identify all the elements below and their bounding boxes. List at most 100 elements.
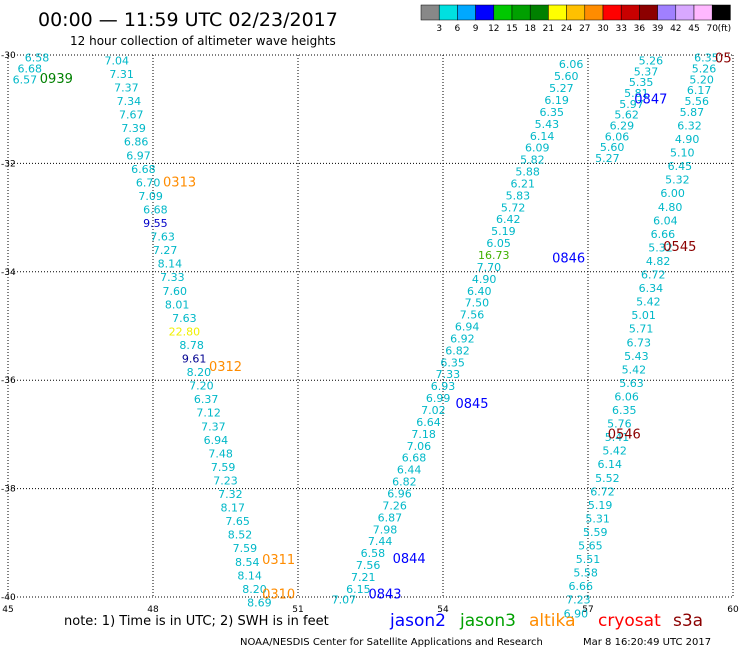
data-point: 6.34: [639, 282, 664, 295]
data-point: 6.09: [525, 142, 550, 155]
data-point: 6.42: [496, 213, 521, 226]
data-point: 6.29: [610, 119, 635, 132]
colorbar-swatch: [693, 4, 713, 21]
data-point: 8.17: [221, 502, 246, 515]
y-tick-label: -38: [1, 485, 16, 495]
data-point: 5.20: [689, 73, 714, 86]
colorbar-tick-label: 33: [615, 24, 626, 34]
data-point: 8.20: [242, 583, 267, 596]
data-point: 6.96: [387, 487, 412, 500]
data-point: 6.58: [25, 52, 50, 65]
colorbar-swatch: [511, 4, 531, 21]
data-point: 4.90: [472, 273, 497, 286]
legend-altika: altika: [529, 611, 576, 631]
colorbar-tick-label: 18: [524, 24, 536, 34]
colorbar-tick-label: 24: [561, 24, 573, 34]
data-point: 5.81: [624, 87, 649, 100]
data-point: 5.26: [692, 63, 717, 76]
data-point: 6.15: [346, 583, 371, 596]
footer-note: note: 1) Time is in UTC; 2) SWH is in fe…: [64, 614, 329, 629]
data-point: 7.09: [138, 190, 163, 203]
data-point: 6.14: [530, 130, 555, 143]
colorbar-tick-label: 45: [688, 24, 699, 34]
data-point: 5.42: [636, 296, 661, 309]
time-label: 0843: [368, 588, 401, 603]
data-point: 8.14: [237, 569, 262, 582]
data-point: 5.26: [639, 54, 664, 67]
colorbar-swatch: [711, 4, 731, 21]
data-point: 16.73: [478, 249, 510, 262]
data-point: 8.54: [235, 556, 260, 569]
data-point: 7.48: [208, 447, 233, 460]
colorbar-swatch: [475, 4, 495, 21]
data-point: 5.31: [585, 512, 610, 525]
data-point: 7.18: [411, 428, 436, 441]
data-point: 6.45: [668, 160, 693, 173]
data-point: 6.21: [511, 177, 536, 190]
data-point: 6.37: [194, 393, 219, 406]
data-point: 5.62: [614, 109, 639, 122]
series-track-1: 6.586.686.57: [13, 52, 50, 87]
colorbar-tick-label: 21: [543, 24, 554, 34]
data-point: 6.32: [677, 119, 702, 132]
data-point: 7.70: [477, 261, 502, 274]
data-point: 5.60: [600, 141, 625, 154]
data-point: 7.65: [225, 515, 250, 528]
data-point: 5.01: [631, 309, 656, 322]
y-tick-label: -32: [1, 159, 16, 169]
x-tick-label: 48: [147, 605, 159, 615]
legend-cryosat: cryosat: [598, 611, 661, 631]
data-point: 5.27: [549, 82, 574, 95]
time-label: 0546: [608, 427, 641, 442]
data-point: 7.60: [163, 285, 188, 298]
data-point: 7.33: [160, 271, 185, 284]
data-point: 7.04: [105, 54, 130, 67]
time-label: 0844: [393, 552, 426, 567]
data-point: 7.63: [172, 312, 197, 325]
legend-jason3: jason3: [459, 611, 516, 631]
time-label: 0311: [262, 553, 295, 568]
data-point: 9.55: [143, 217, 168, 230]
series-track-3: 7.076.157.217.566.587.447.986.877.266.96…: [332, 58, 584, 606]
data-point: 5.87: [680, 106, 705, 119]
colorbar-swatch: [657, 4, 677, 21]
data-point: 6.73: [627, 336, 652, 349]
x-tick-label: 45: [2, 605, 13, 615]
data-point: 7.59: [211, 461, 236, 474]
data-point: 6.68: [402, 452, 427, 465]
data-point: 7.33: [436, 368, 461, 381]
data-point: 5.32: [648, 241, 673, 254]
time-label: 0545: [663, 240, 696, 255]
data-point: 8.20: [187, 366, 212, 379]
data-point: 5.72: [501, 201, 526, 214]
data-point: 8.78: [179, 339, 204, 352]
data-point: 7.32: [218, 488, 243, 501]
data-point: 6.72: [641, 269, 666, 282]
data-point: 6.14: [598, 458, 623, 471]
colorbar-tick-label: (ft): [718, 24, 732, 34]
data-point: 6.87: [378, 511, 403, 524]
y-tick-label: -36: [1, 376, 16, 386]
time-label: 0312: [209, 360, 242, 375]
grid-lines: [7, 54, 734, 598]
data-point: 6.00: [660, 187, 685, 200]
colorbar-tick-label: 12: [488, 24, 499, 34]
colorbar-swatch: [548, 4, 567, 21]
data-point: 4.82: [646, 255, 671, 268]
data-point: 5.60: [554, 70, 579, 83]
data-point: 6.86: [124, 136, 149, 149]
data-point: 7.20: [189, 380, 214, 393]
x-tick-label: 60: [727, 605, 739, 615]
data-point: 7.26: [382, 499, 407, 512]
data-point: 4.80: [658, 201, 683, 214]
time-label: 05: [715, 52, 732, 67]
data-point: 6.19: [544, 94, 569, 107]
data-point: 5.83: [506, 189, 531, 202]
colorbar-tick-label: 15: [506, 24, 517, 34]
x-tick-label: 57: [582, 605, 593, 615]
data-point: 7.39: [121, 122, 146, 135]
data-point: 7.27: [153, 244, 178, 257]
data-point: 7.98: [373, 523, 398, 536]
colorbar-swatch: [602, 4, 622, 21]
